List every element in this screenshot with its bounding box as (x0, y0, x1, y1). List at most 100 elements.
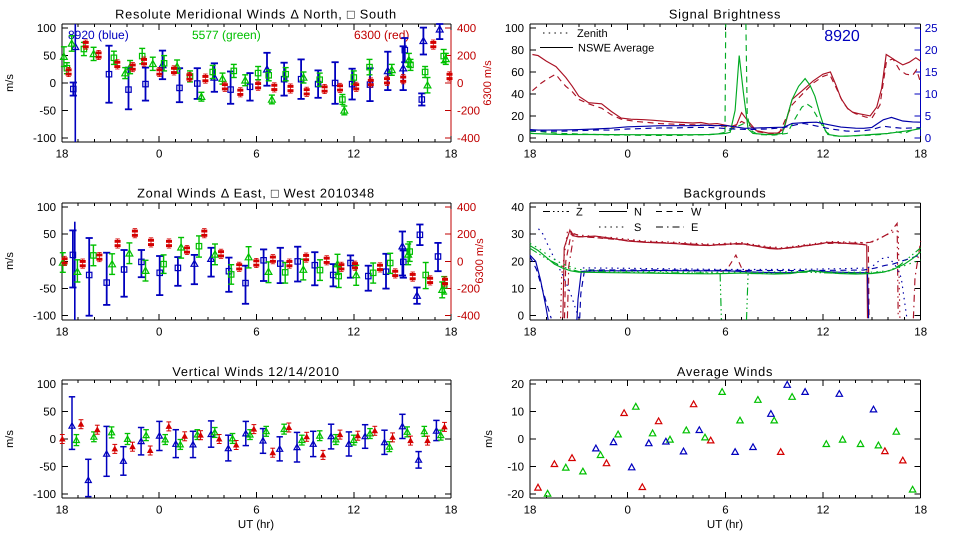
svg-text:200: 200 (457, 51, 476, 63)
svg-text:Backgrounds: Backgrounds (684, 186, 767, 201)
svg-text:50: 50 (43, 407, 56, 419)
svg-text:0: 0 (50, 78, 56, 90)
svg-text:-100: -100 (33, 311, 56, 323)
svg-text:18: 18 (524, 149, 537, 161)
svg-text:0: 0 (518, 434, 524, 446)
svg-text:100: 100 (37, 23, 56, 35)
svg-text:25: 25 (925, 23, 938, 35)
svg-text:20: 20 (511, 379, 524, 391)
svg-text:18: 18 (445, 149, 458, 161)
svg-text:0: 0 (457, 256, 463, 268)
svg-text:6300 (red): 6300 (red) (354, 28, 409, 42)
svg-text:10: 10 (511, 284, 524, 296)
svg-text:100: 100 (37, 379, 56, 391)
svg-text:W: W (691, 207, 702, 219)
svg-text:0: 0 (457, 78, 463, 90)
svg-text:6: 6 (722, 327, 728, 339)
svg-text:20: 20 (511, 111, 524, 123)
svg-text:0: 0 (518, 133, 524, 145)
svg-text:0: 0 (156, 505, 162, 517)
svg-text:-200: -200 (457, 284, 480, 296)
svg-text:5577 (green): 5577 (green) (192, 28, 261, 42)
svg-text:20: 20 (925, 45, 938, 57)
svg-text:18: 18 (56, 149, 69, 161)
svg-text:12: 12 (817, 327, 830, 339)
svg-text:0: 0 (50, 256, 56, 268)
svg-text:18: 18 (914, 505, 927, 517)
svg-text:50: 50 (43, 51, 56, 63)
svg-text:6300 m/s: 6300 m/s (474, 238, 486, 284)
svg-text:18: 18 (914, 149, 927, 161)
svg-text:N: N (634, 207, 642, 219)
svg-text:40: 40 (511, 202, 524, 214)
svg-text:NSWE Average: NSWE Average (578, 43, 654, 55)
svg-text:12: 12 (817, 149, 830, 161)
svg-text:0: 0 (624, 505, 630, 517)
svg-text:40: 40 (511, 89, 524, 101)
svg-text:0: 0 (624, 327, 630, 339)
svg-text:18: 18 (524, 327, 537, 339)
svg-text:100: 100 (37, 202, 56, 214)
svg-text:m/s: m/s (4, 74, 16, 92)
svg-text:Z: Z (576, 207, 583, 219)
svg-text:15: 15 (925, 67, 938, 79)
svg-text:UT (hr): UT (hr) (238, 519, 274, 531)
svg-text:Average Winds: Average Winds (677, 364, 773, 379)
svg-text:-20: -20 (507, 489, 524, 501)
svg-text:30: 30 (511, 229, 524, 241)
svg-text:Zenith: Zenith (577, 28, 608, 40)
svg-text:100: 100 (505, 23, 524, 35)
svg-text:E: E (691, 222, 698, 234)
svg-text:m/s: m/s (483, 430, 495, 448)
svg-text:20: 20 (511, 256, 524, 268)
svg-text:-50: -50 (39, 105, 56, 117)
svg-text:-400: -400 (457, 311, 480, 323)
svg-text:0: 0 (624, 149, 630, 161)
svg-text:12: 12 (347, 149, 360, 161)
svg-text:400: 400 (457, 23, 476, 35)
svg-text:18: 18 (445, 505, 458, 517)
svg-text:-100: -100 (33, 133, 56, 145)
svg-text:0: 0 (156, 327, 162, 339)
svg-text:18: 18 (56, 505, 69, 517)
svg-text:12: 12 (817, 505, 830, 517)
svg-text:-200: -200 (457, 105, 480, 117)
svg-text:-50: -50 (39, 461, 56, 473)
svg-text:50: 50 (43, 229, 56, 241)
svg-text:Resolute Meridional Winds Δ: Resolute Meridional Winds Δ North, □ Sou… (115, 7, 397, 22)
svg-text:0: 0 (156, 149, 162, 161)
svg-text:Signal Brightness: Signal Brightness (669, 7, 781, 22)
svg-text:6: 6 (722, 149, 728, 161)
svg-text:8920 (blue): 8920 (blue) (68, 28, 129, 42)
svg-text:400: 400 (457, 202, 476, 214)
svg-text:0: 0 (50, 434, 56, 446)
svg-text:0: 0 (925, 133, 931, 145)
svg-text:60: 60 (511, 67, 524, 79)
svg-text:-400: -400 (457, 133, 480, 145)
svg-text:18: 18 (445, 327, 458, 339)
svg-text:-10: -10 (507, 461, 524, 473)
svg-text:0: 0 (518, 311, 524, 323)
svg-text:10: 10 (925, 89, 938, 101)
svg-text:Vertical Winds 12/14/2010: Vertical Winds 12/14/2010 (172, 364, 339, 379)
svg-text:6300 m/s: 6300 m/s (482, 60, 494, 106)
svg-text:8920: 8920 (824, 28, 860, 45)
svg-text:-100: -100 (33, 489, 56, 501)
svg-text:6: 6 (253, 149, 259, 161)
svg-text:6: 6 (253, 505, 259, 517)
svg-text:m/s: m/s (4, 430, 16, 448)
svg-text:80: 80 (511, 45, 524, 57)
svg-text:12: 12 (347, 327, 360, 339)
svg-text:18: 18 (524, 505, 537, 517)
svg-text:18: 18 (914, 327, 927, 339)
svg-text:S: S (634, 222, 641, 234)
svg-text:12: 12 (347, 505, 360, 517)
svg-text:6: 6 (253, 327, 259, 339)
svg-text:-50: -50 (39, 284, 56, 296)
svg-text:UT (hr): UT (hr) (707, 519, 743, 531)
svg-text:5: 5 (925, 111, 931, 123)
svg-text:Zonal Winds Δ East, □ West: Zonal Winds Δ East, □ West 2010348 (137, 186, 375, 201)
svg-text:18: 18 (56, 327, 69, 339)
svg-text:6: 6 (722, 505, 728, 517)
svg-text:m/s: m/s (4, 252, 16, 270)
